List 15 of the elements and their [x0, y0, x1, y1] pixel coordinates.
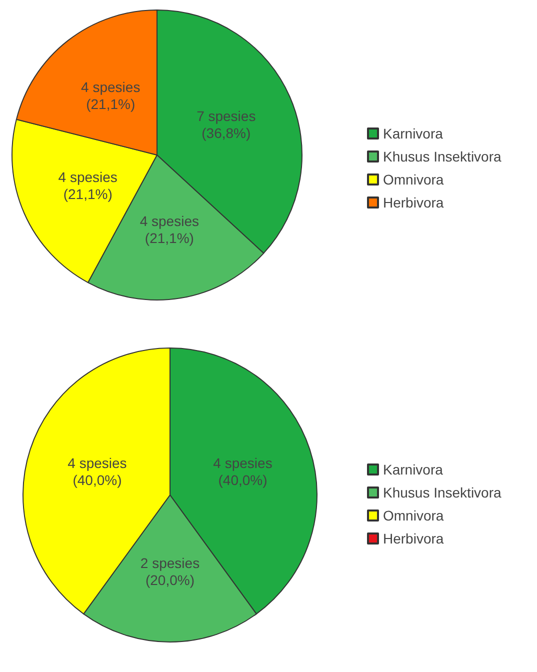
legend-label: Karnivora [383, 462, 444, 478]
data-label: 7 spesies (36,8%) [196, 108, 256, 142]
data-label: 4 spesies (21,1%) [81, 78, 140, 112]
data-label: 4 spesies (40,0%) [68, 454, 127, 488]
data-label: 2 spesies (20,0%) [140, 555, 200, 588]
legend-label: Herbivora [383, 530, 444, 546]
data-label: 4 spesies (21,1%) [140, 212, 200, 246]
legend-label: Herbivora [383, 194, 444, 210]
legend-label: Omnivora [383, 172, 444, 188]
legend-label: Khusus Insektivora [383, 484, 502, 500]
data-label: 4 spesies (21,1%) [58, 168, 118, 202]
legend-label: Karnivora [383, 126, 444, 142]
legend-label: Omnivora [383, 508, 444, 524]
legend-label: Khusus Insektivora [383, 148, 502, 164]
data-label: 4 spesies (40,0%) [213, 454, 272, 488]
